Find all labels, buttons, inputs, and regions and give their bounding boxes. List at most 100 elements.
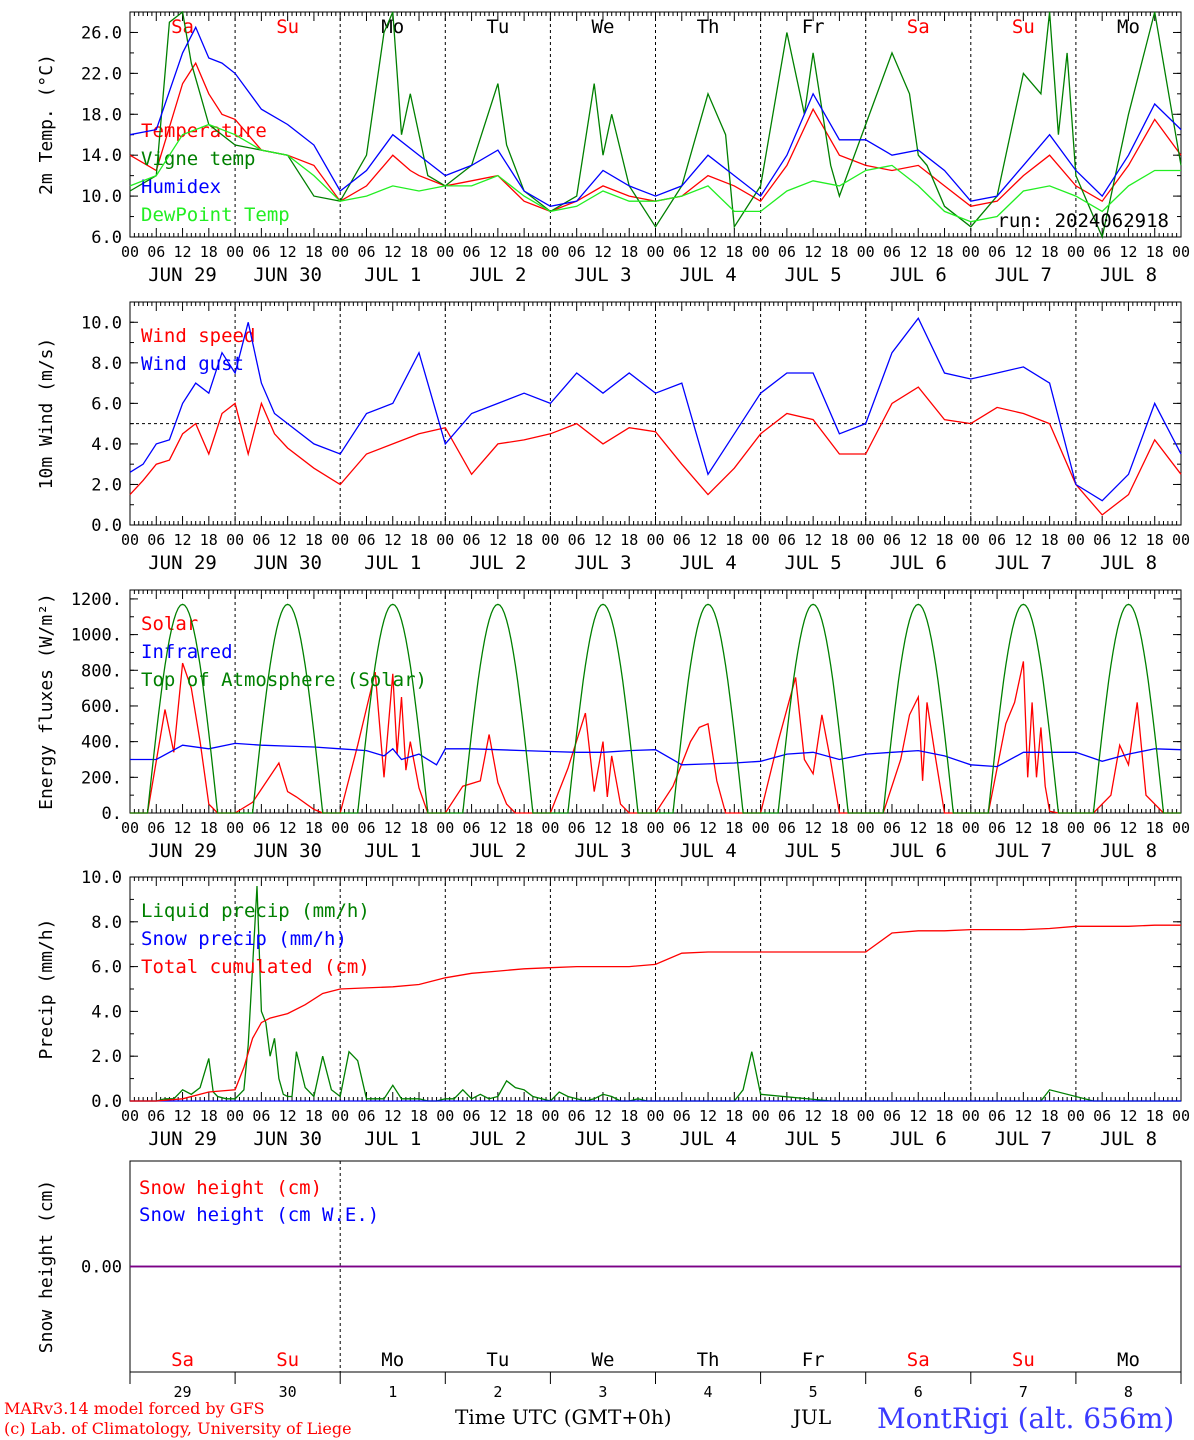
x-hour-label: 00 — [1172, 1107, 1190, 1125]
y-tick-label: 6.0 — [91, 394, 122, 414]
x-hour-label: 18 — [515, 1107, 533, 1125]
day-name: Mo — [1117, 1349, 1140, 1371]
x-hour-label: 12 — [174, 531, 192, 549]
x-hour-label: 00 — [1067, 819, 1085, 837]
y-tick-label: 1200. — [71, 590, 122, 610]
x-date-label: JUL 5 — [785, 264, 842, 286]
x-hour-label: 00 — [436, 531, 454, 549]
series-line-humidex — [129, 25, 1182, 207]
x-hour-label: 00 — [1067, 1107, 1085, 1125]
x-hour-label: 12 — [1014, 819, 1032, 837]
day-number: 7 — [1019, 1383, 1028, 1401]
legend-entry: Humidex — [141, 176, 221, 198]
x-hour-label: 18 — [200, 243, 218, 261]
x-hour-label: 00 — [541, 819, 559, 837]
x-hour-label: 18 — [830, 243, 848, 261]
day-name: Sa — [907, 1349, 930, 1371]
legend-entry: Solar — [141, 613, 198, 635]
x-hour-label: 06 — [988, 819, 1006, 837]
legend-entry: Snow height (cm W.E.) — [139, 1204, 379, 1226]
x-hour-label: 12 — [489, 1107, 507, 1125]
x-hour-label: 12 — [279, 243, 297, 261]
legend-entry: Infrared — [141, 641, 233, 663]
x-hour-label: 12 — [699, 531, 717, 549]
x-date-label: JUL 8 — [1100, 264, 1157, 286]
x-hour-label: 12 — [384, 243, 402, 261]
x-hour-label: 00 — [646, 819, 664, 837]
x-hour-label: 00 — [226, 531, 244, 549]
x-hour-label: 06 — [252, 531, 270, 549]
x-hour-label: 00 — [752, 531, 770, 549]
x-hour-label: 18 — [1041, 243, 1059, 261]
x-hour-label: 00 — [331, 531, 349, 549]
x-hour-label: 06 — [883, 531, 901, 549]
day-number: 1 — [388, 1383, 397, 1401]
x-hour-label: 12 — [384, 819, 402, 837]
day-number: 29 — [174, 1383, 192, 1401]
day-number: 2 — [493, 1383, 502, 1401]
legend-entry: Snow precip (mm/h) — [141, 928, 347, 950]
model-credit: MARv3.14 model forced by GFS — [4, 1399, 265, 1418]
x-hour-label: 06 — [673, 531, 691, 549]
x-hour-label: 00 — [436, 819, 454, 837]
x-date-label: JUL 7 — [995, 552, 1052, 574]
x-hour-label: 18 — [830, 1107, 848, 1125]
x-hour-label: 18 — [515, 819, 533, 837]
x-hour-label: 12 — [804, 1107, 822, 1125]
x-hour-label: 18 — [1041, 531, 1059, 549]
y-tick-label: 10.0 — [81, 868, 122, 888]
x-hour-label: 12 — [804, 243, 822, 261]
x-hour-label: 00 — [962, 531, 980, 549]
x-hour-label: 06 — [673, 243, 691, 261]
x-hour-label: 18 — [410, 819, 428, 837]
y-tick-label: 800. — [81, 661, 122, 681]
x-date-label: JUN 30 — [253, 552, 322, 574]
x-hour-label: 12 — [594, 531, 612, 549]
x-hour-label: 00 — [962, 243, 980, 261]
x-hour-label: 18 — [200, 819, 218, 837]
x-hour-label: 00 — [752, 243, 770, 261]
x-date-label: JUL 2 — [469, 840, 526, 862]
x-hour-label: 06 — [147, 243, 165, 261]
x-hour-label: 18 — [620, 243, 638, 261]
x-date-label: JUL 2 — [469, 1128, 526, 1150]
x-date-label: JUL 5 — [785, 840, 842, 862]
x-hour-label: 00 — [121, 1107, 139, 1125]
x-hour-label: 00 — [541, 243, 559, 261]
x-hour-label: 06 — [883, 1107, 901, 1125]
x-hour-label: 18 — [620, 1107, 638, 1125]
day-number: 6 — [914, 1383, 923, 1401]
x-hour-label: 06 — [147, 531, 165, 549]
x-hour-label: 06 — [673, 1107, 691, 1125]
x-hour-label: 06 — [673, 819, 691, 837]
x-date-label: JUL 3 — [574, 840, 631, 862]
x-hour-label: 12 — [174, 819, 192, 837]
y-tick-label: 26.0 — [81, 23, 122, 43]
x-hour-label: 12 — [174, 1107, 192, 1125]
x-date-label: JUL 3 — [574, 1128, 631, 1150]
day-name: Tu — [486, 1349, 509, 1371]
x-hour-label: 18 — [935, 531, 953, 549]
x-hour-label: 12 — [489, 531, 507, 549]
chart-panel-1: 6.0 10.0 14.0 18.0 22.0 26.0 2m Temp. (°C) 00 06… — [36, 10, 1190, 286]
x-hour-label: 00 — [226, 1107, 244, 1125]
x-hour-label: 06 — [988, 1107, 1006, 1125]
x-hour-label: 12 — [804, 531, 822, 549]
x-hour-label: 00 — [646, 243, 664, 261]
x-hour-label: 06 — [357, 1107, 375, 1125]
x-hour-label: 06 — [252, 1107, 270, 1125]
x-date-label: JUL 1 — [364, 1128, 421, 1150]
x-hour-label: 18 — [305, 1107, 323, 1125]
x-hour-label: 18 — [200, 531, 218, 549]
x-hour-label: 06 — [147, 819, 165, 837]
x-hour-label: 00 — [857, 1107, 875, 1125]
series-line-top-of-atmosphere-solar- — [130, 603, 1181, 814]
x-hour-label: 00 — [857, 531, 875, 549]
x-hour-label: 12 — [1119, 531, 1137, 549]
x-hour-label: 12 — [1119, 1107, 1137, 1125]
day-number: 3 — [598, 1383, 607, 1401]
run-label: run: 2024062918 — [997, 210, 1169, 232]
x-hour-label: 18 — [305, 243, 323, 261]
x-hour-label: 12 — [279, 531, 297, 549]
